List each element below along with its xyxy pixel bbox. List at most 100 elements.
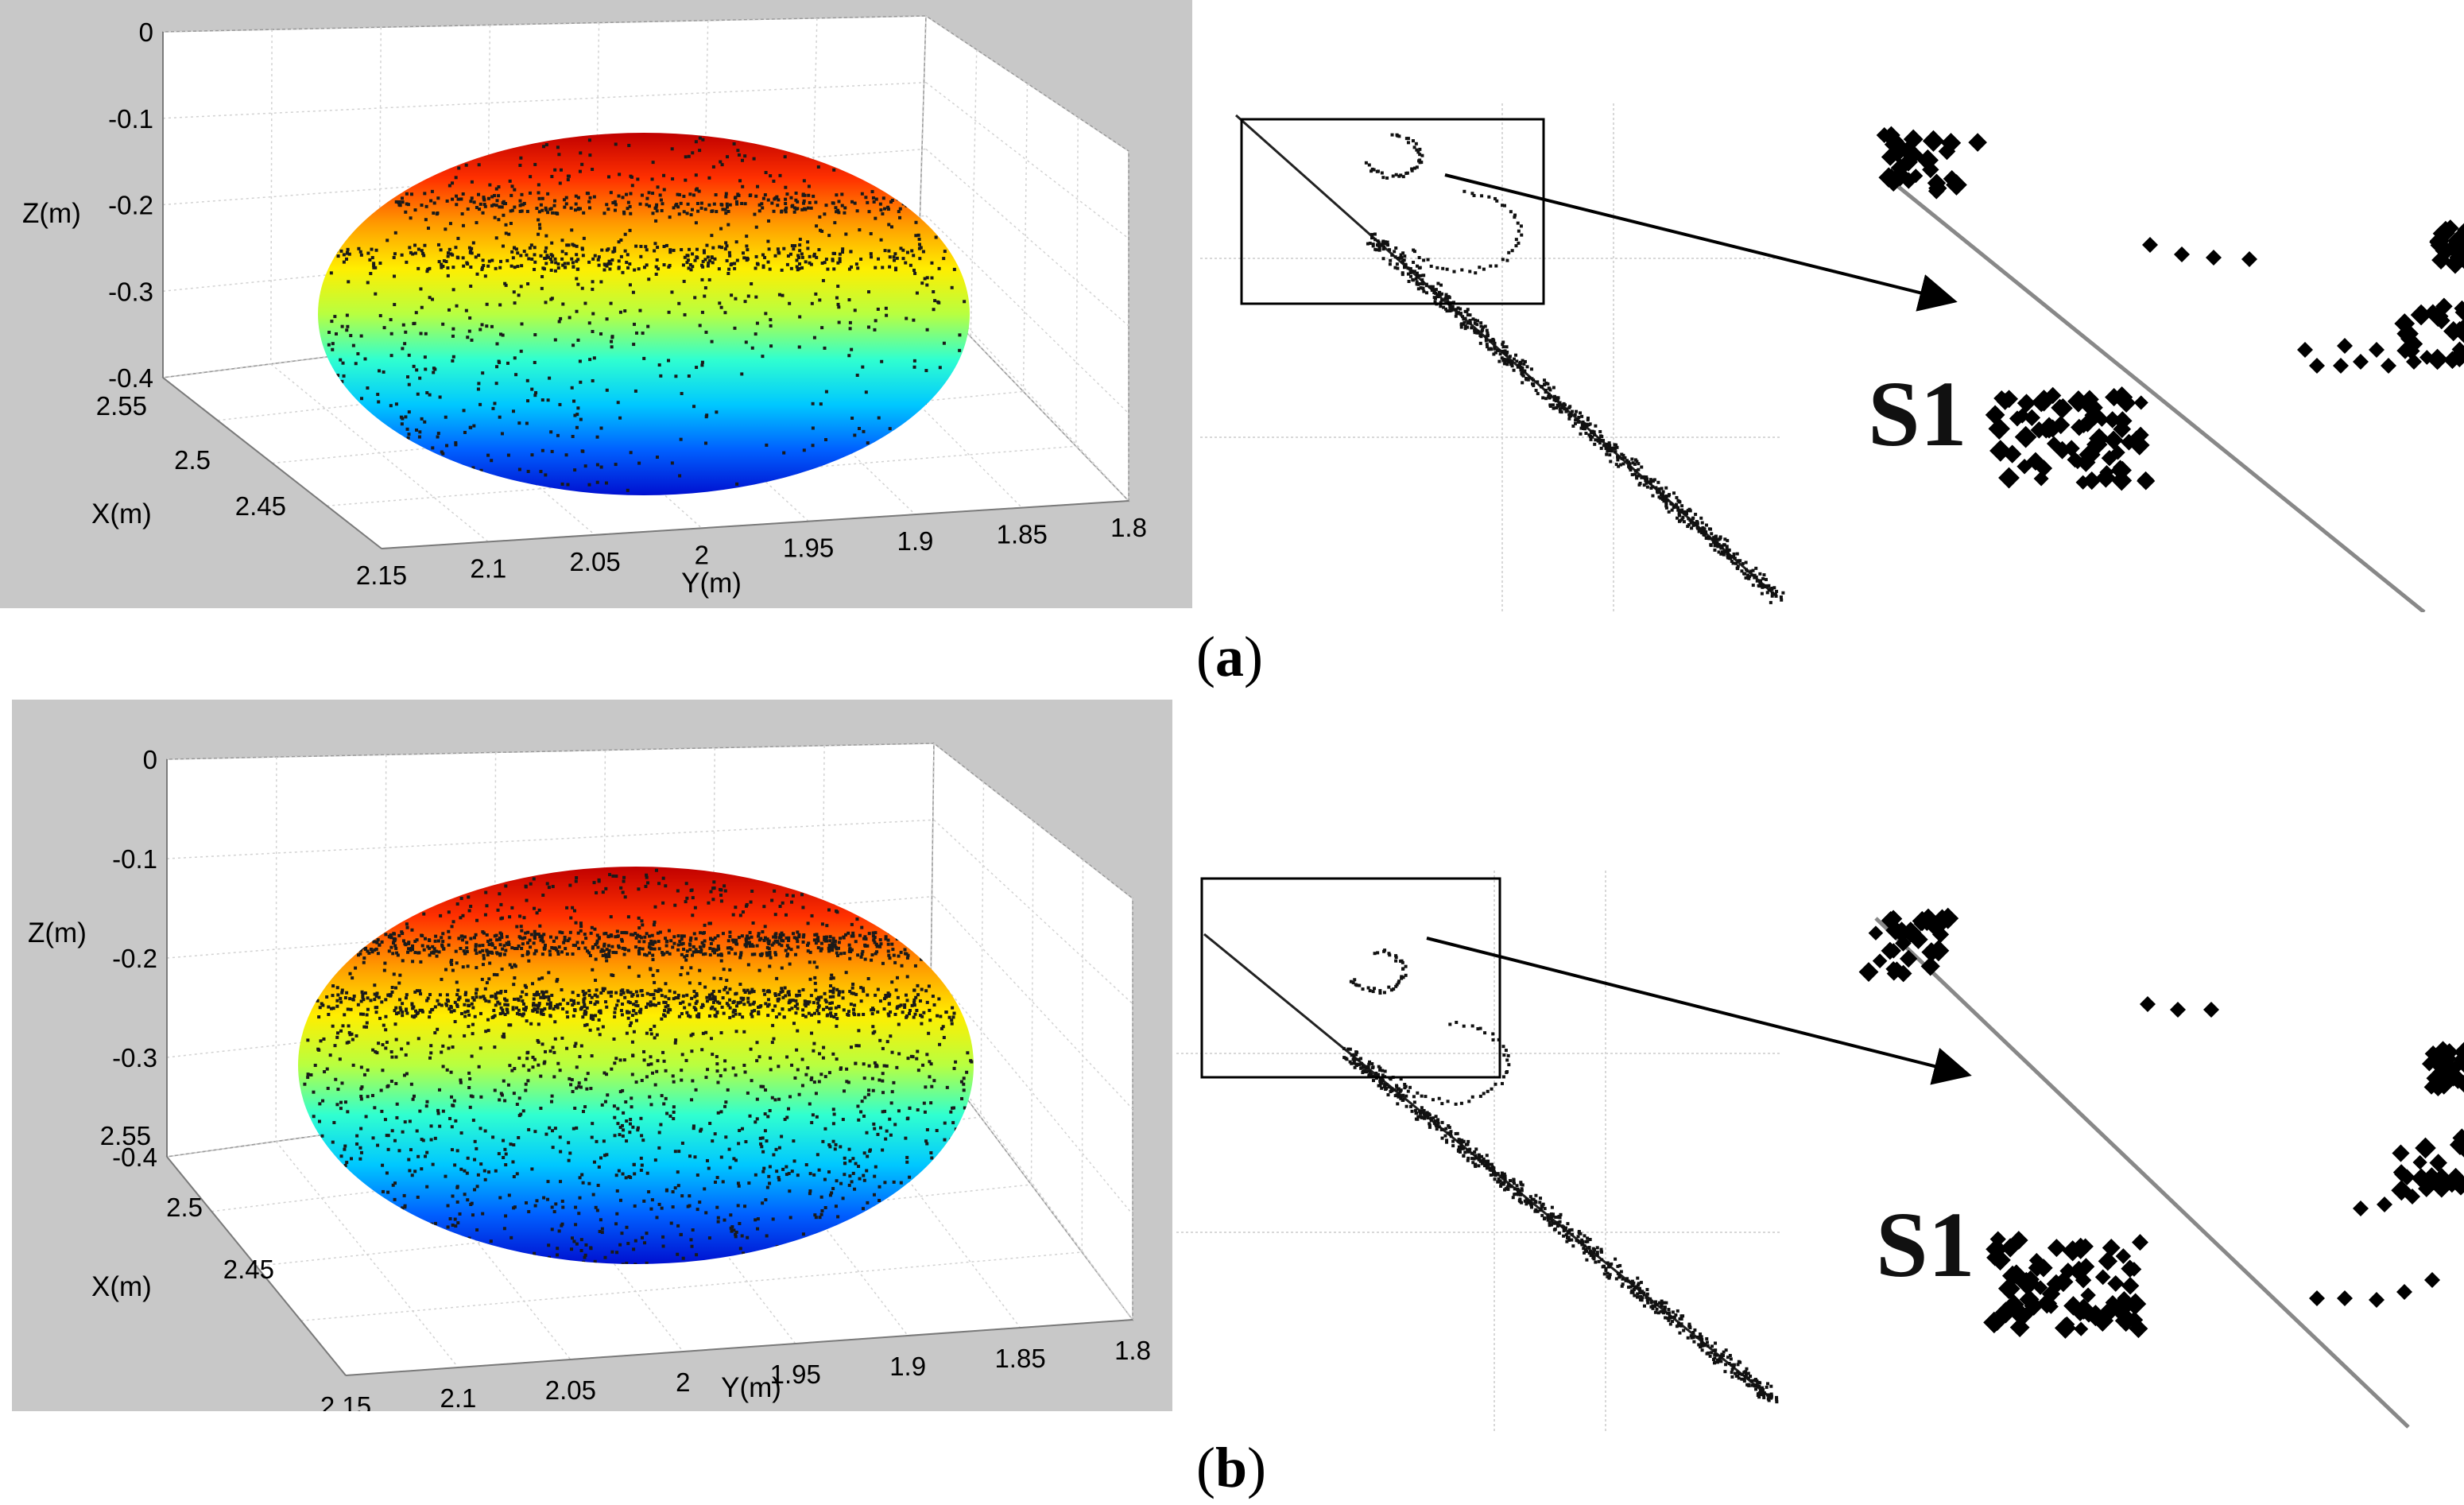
data-point bbox=[692, 989, 696, 993]
data-point bbox=[490, 258, 494, 262]
data-point bbox=[617, 266, 621, 270]
data-point bbox=[604, 952, 608, 956]
data-point bbox=[1485, 328, 1489, 332]
data-point bbox=[709, 937, 713, 941]
data-point bbox=[498, 303, 502, 307]
data-point bbox=[782, 451, 786, 455]
data-point bbox=[854, 1162, 858, 1166]
data-point bbox=[647, 1190, 651, 1194]
data-point bbox=[694, 937, 698, 941]
data-point bbox=[609, 994, 613, 998]
x-tick-label: 2.55 bbox=[96, 391, 147, 421]
data-point bbox=[864, 390, 868, 394]
data-point bbox=[715, 1069, 719, 1073]
data-point bbox=[1507, 250, 1511, 254]
data-point bbox=[599, 1156, 603, 1160]
data-point bbox=[641, 923, 645, 927]
data-point bbox=[660, 1094, 664, 1098]
data-point bbox=[913, 271, 917, 275]
data-point bbox=[440, 1050, 444, 1054]
data-point bbox=[656, 968, 660, 972]
data-point bbox=[708, 946, 712, 950]
data-point bbox=[806, 943, 810, 947]
data-point bbox=[668, 263, 672, 267]
data-point bbox=[701, 931, 705, 935]
data-point bbox=[680, 1194, 684, 1198]
data-point bbox=[526, 930, 530, 934]
data-point bbox=[852, 1007, 856, 1011]
data-point bbox=[742, 988, 746, 992]
data-point bbox=[788, 1189, 792, 1193]
data-point bbox=[459, 1131, 463, 1135]
data-point bbox=[621, 1134, 625, 1138]
data-point bbox=[910, 1003, 914, 1007]
data-point bbox=[1551, 403, 1555, 407]
data-point bbox=[592, 881, 596, 885]
data-point bbox=[772, 179, 776, 183]
data-point bbox=[703, 923, 707, 927]
data-point bbox=[878, 999, 882, 1003]
data-point bbox=[901, 248, 905, 252]
data-point bbox=[580, 1173, 584, 1177]
data-point bbox=[888, 956, 892, 960]
data-point bbox=[331, 342, 335, 346]
data-point bbox=[422, 254, 426, 258]
data-point bbox=[901, 1010, 905, 1014]
data-point bbox=[1625, 1277, 1629, 1281]
data-point bbox=[808, 1192, 812, 1196]
data-point bbox=[843, 1089, 847, 1093]
data-point bbox=[500, 933, 504, 937]
data-point bbox=[800, 1084, 804, 1088]
data-point bbox=[743, 943, 747, 947]
data-point bbox=[1478, 266, 1482, 270]
data-point bbox=[349, 334, 353, 338]
data-point bbox=[395, 1102, 399, 1106]
data-point bbox=[1922, 130, 1945, 152]
data-point bbox=[701, 138, 705, 142]
data-point bbox=[1396, 134, 1400, 138]
data-point bbox=[930, 1084, 934, 1088]
data-point bbox=[1680, 518, 1684, 522]
data-point bbox=[520, 946, 524, 950]
data-point bbox=[583, 1077, 587, 1081]
y-tick-label: 2.1 bbox=[440, 1383, 476, 1411]
data-point bbox=[573, 1106, 577, 1110]
data-point bbox=[574, 194, 578, 198]
data-point bbox=[904, 952, 908, 956]
data-point bbox=[783, 155, 787, 159]
data-point bbox=[748, 1114, 752, 1118]
data-point bbox=[424, 367, 428, 371]
data-point bbox=[463, 1169, 467, 1173]
data-point bbox=[838, 259, 842, 263]
data-point bbox=[797, 933, 801, 937]
data-point bbox=[630, 1040, 634, 1044]
data-point bbox=[525, 1051, 529, 1055]
data-point bbox=[554, 1202, 558, 1206]
data-point bbox=[841, 996, 845, 1000]
data-point bbox=[885, 1129, 889, 1133]
data-point bbox=[327, 331, 331, 335]
data-point bbox=[614, 991, 618, 995]
data-point bbox=[530, 1167, 534, 1171]
data-point bbox=[374, 1006, 378, 1010]
data-point bbox=[688, 948, 692, 952]
data-point bbox=[698, 136, 702, 140]
data-point bbox=[645, 875, 649, 879]
data-point bbox=[2129, 435, 2150, 456]
data-point bbox=[616, 1122, 620, 1126]
data-point bbox=[606, 208, 610, 211]
data-point bbox=[883, 249, 887, 253]
data-point bbox=[1393, 255, 1397, 259]
data-point bbox=[595, 933, 599, 937]
data-point bbox=[1713, 1352, 1717, 1356]
data-point bbox=[1656, 488, 1660, 492]
data-point bbox=[736, 149, 740, 153]
data-point bbox=[829, 1011, 833, 1015]
data-point bbox=[645, 991, 649, 995]
data-point bbox=[599, 1218, 602, 1222]
data-point bbox=[761, 196, 765, 200]
data-point bbox=[676, 1170, 680, 1174]
data-point bbox=[831, 995, 835, 999]
data-point bbox=[1383, 242, 1387, 246]
data-point bbox=[810, 1121, 814, 1125]
